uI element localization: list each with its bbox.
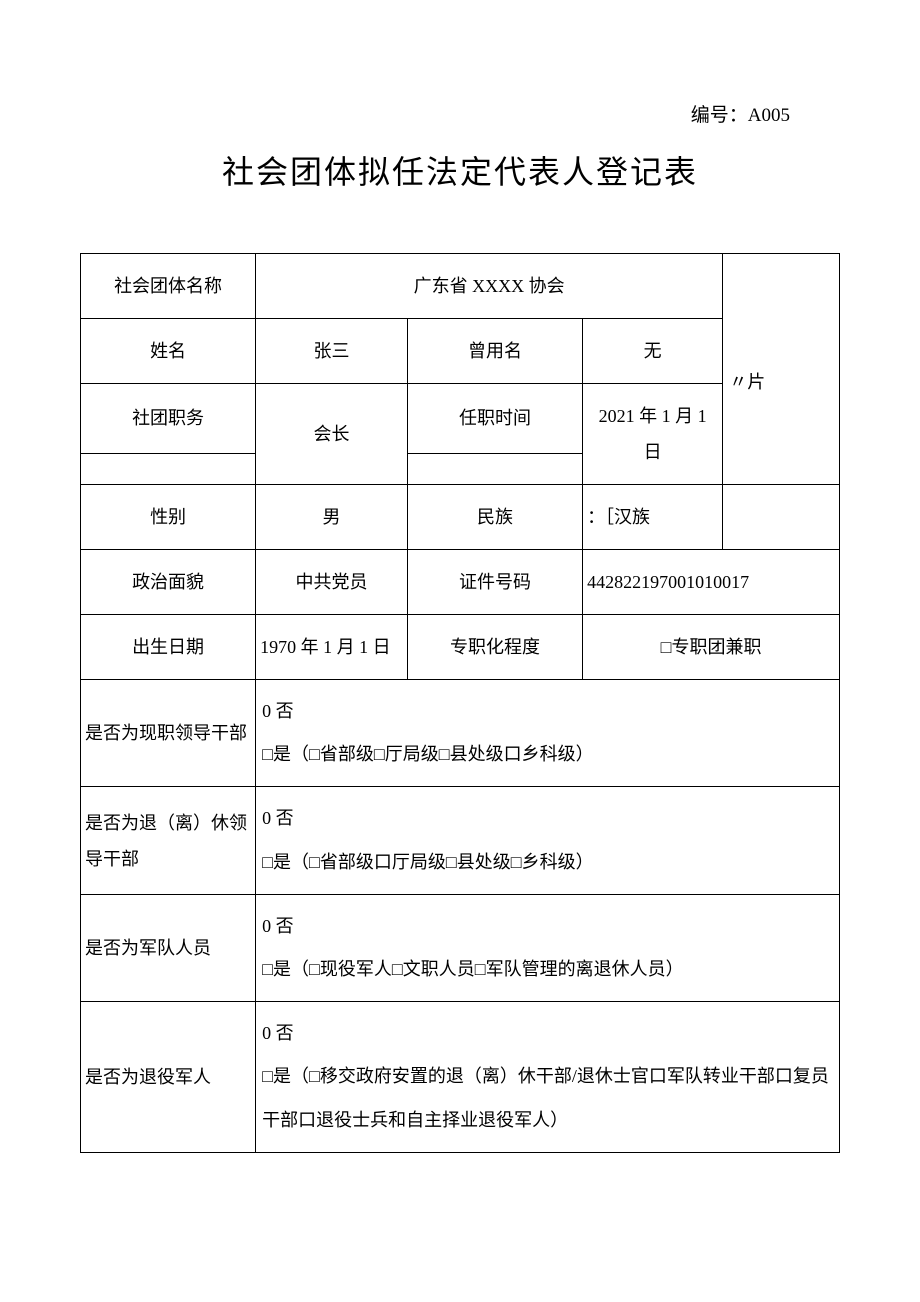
q4-value: 0 否□是（□移交政府安置的退（离）休干部/退休士官口军队转业干部口复员干部口退… xyxy=(256,1002,840,1153)
table-row: 政治面貌 中共党员 证件号码 442822197001010017 xyxy=(81,550,840,615)
tenure-label: 任职时间 xyxy=(407,384,582,454)
table-row: 是否为退（离）休领导干部 0 否□是（□省部级口厅局级□县处级□乡科级） xyxy=(81,787,840,894)
table-row: 是否为退役军人 0 否□是（□移交政府安置的退（离）休干部/退休士官口军队转业干… xyxy=(81,1002,840,1153)
political-value: 中共党员 xyxy=(256,550,408,615)
tenure-value: 2021 年 1 月 1 日 xyxy=(583,384,723,485)
political-label: 政治面貌 xyxy=(81,550,256,615)
table-row: 社会团体名称 广东省 XXXX 协会 〃片 xyxy=(81,254,840,319)
table-row: 出生日期 1970 年 1 月 1 日 专职化程度 □专职团兼职 xyxy=(81,615,840,680)
id-value: 442822197001010017 xyxy=(583,550,840,615)
name-value: 张三 xyxy=(256,319,408,384)
org-name-label: 社会团体名称 xyxy=(81,254,256,319)
position-value: 会长 xyxy=(256,384,408,485)
gender-value: 男 xyxy=(256,485,408,550)
fulltime-label: 专职化程度 xyxy=(407,615,582,680)
photo-cell: 〃片 xyxy=(723,254,840,485)
id-label: 证件号码 xyxy=(407,550,582,615)
document-title: 社会团体拟任法定代表人登记表 xyxy=(80,147,840,193)
ethnicity-label: 民族 xyxy=(407,485,582,550)
name-label: 姓名 xyxy=(81,319,256,384)
org-name-value: 广东省 XXXX 协会 xyxy=(256,254,723,319)
table-row: 性别 男 民族 ：［汉族 xyxy=(81,485,840,550)
q2-label: 是否为退（离）休领导干部 xyxy=(81,787,256,894)
position-label-ext xyxy=(81,453,256,484)
fulltime-value: □专职团兼职 xyxy=(583,615,840,680)
table-row: 是否为军队人员 0 否□是（□现役军人□文职人员□军队管理的离退休人员） xyxy=(81,894,840,1001)
dob-value: 1970 年 1 月 1 日 xyxy=(256,615,408,680)
dob-label: 出生日期 xyxy=(81,615,256,680)
position-label: 社团职务 xyxy=(81,384,256,454)
former-name-label: 曾用名 xyxy=(407,319,582,384)
gender-label: 性别 xyxy=(81,485,256,550)
q3-label: 是否为军队人员 xyxy=(81,894,256,1001)
q4-label: 是否为退役军人 xyxy=(81,1002,256,1153)
registration-table: 社会团体名称 广东省 XXXX 协会 〃片 姓名 张三 曾用名 无 社团职务 会… xyxy=(80,253,840,1153)
table-row: 是否为现职领导干部 0 否□是（□省部级□厅局级□县处级口乡科级） xyxy=(81,680,840,787)
q3-value: 0 否□是（□现役军人□文职人员□军队管理的离退休人员） xyxy=(256,894,840,1001)
q1-label: 是否为现职领导干部 xyxy=(81,680,256,787)
former-name-value: 无 xyxy=(583,319,723,384)
q2-value: 0 否□是（□省部级口厅局级□县处级□乡科级） xyxy=(256,787,840,894)
tenure-label-ext xyxy=(407,453,582,484)
q1-value: 0 否□是（□省部级□厅局级□县处级口乡科级） xyxy=(256,680,840,787)
ethnicity-value: ：［汉族 xyxy=(583,485,723,550)
ethnicity-ext xyxy=(723,485,840,550)
document-number: 编号：A005 xyxy=(80,100,840,127)
